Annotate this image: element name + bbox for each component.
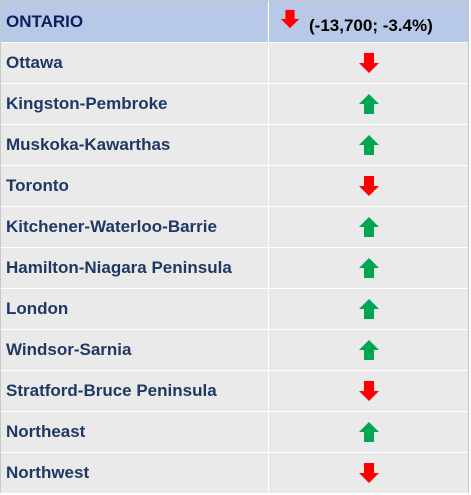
direction-cell bbox=[269, 289, 468, 329]
table-row: Ottawa bbox=[1, 43, 468, 84]
table-row: Northwest bbox=[1, 453, 468, 494]
direction-cell bbox=[269, 330, 468, 370]
direction-cell bbox=[269, 125, 468, 165]
table-row: Northeast bbox=[1, 412, 468, 453]
region-name: London bbox=[1, 289, 269, 329]
direction-cell bbox=[269, 166, 468, 206]
region-name: Kitchener-Waterloo-Barrie bbox=[1, 207, 269, 247]
region-name: Northeast bbox=[1, 412, 269, 452]
arrow-down-icon bbox=[357, 379, 381, 403]
arrow-up-icon bbox=[357, 92, 381, 116]
region-label-ontario: ONTARIO bbox=[1, 1, 269, 42]
table-row: Windsor-Sarnia bbox=[1, 330, 468, 371]
arrow-up-icon bbox=[357, 215, 381, 239]
region-name: Hamilton-Niagara Peninsula bbox=[1, 248, 269, 288]
direction-cell bbox=[269, 453, 468, 493]
direction-cell bbox=[269, 412, 468, 452]
region-name: Windsor-Sarnia bbox=[1, 330, 269, 370]
arrow-up-icon bbox=[357, 297, 381, 321]
direction-cell bbox=[269, 207, 468, 247]
arrow-up-icon bbox=[357, 338, 381, 362]
region-name: Kingston-Pembroke bbox=[1, 84, 269, 124]
table-header-row: ONTARIO (-13,700; -3.4%) bbox=[1, 1, 468, 43]
arrow-up-icon bbox=[357, 256, 381, 280]
arrow-down-icon bbox=[357, 461, 381, 485]
direction-cell bbox=[269, 371, 468, 411]
arrow-down-icon bbox=[357, 174, 381, 198]
region-name: Stratford-Bruce Peninsula bbox=[1, 371, 269, 411]
table-row: Kitchener-Waterloo-Barrie bbox=[1, 207, 468, 248]
direction-cell bbox=[269, 43, 468, 83]
region-name: Muskoka-Kawarthas bbox=[1, 125, 269, 165]
table-row: Muskoka-Kawarthas bbox=[1, 125, 468, 166]
arrow-up-icon bbox=[357, 133, 381, 157]
table-row: Stratford-Bruce Peninsula bbox=[1, 371, 468, 412]
region-name: Ottawa bbox=[1, 43, 269, 83]
arrow-down-icon bbox=[357, 51, 381, 75]
table-row: London bbox=[1, 289, 468, 330]
region-name: Northwest bbox=[1, 453, 269, 493]
arrow-up-icon bbox=[357, 420, 381, 444]
table-row: Hamilton-Niagara Peninsula bbox=[1, 248, 468, 289]
ontario-change-cell: (-13,700; -3.4%) bbox=[269, 1, 468, 42]
table-row: Kingston-Pembroke bbox=[1, 84, 468, 125]
direction-cell bbox=[269, 248, 468, 288]
ontario-change-value: (-13,700; -3.4%) bbox=[309, 15, 433, 35]
table-row: Toronto bbox=[1, 166, 468, 207]
region-name: Toronto bbox=[1, 166, 269, 206]
arrow-down-icon bbox=[279, 9, 301, 30]
direction-cell bbox=[269, 84, 468, 124]
